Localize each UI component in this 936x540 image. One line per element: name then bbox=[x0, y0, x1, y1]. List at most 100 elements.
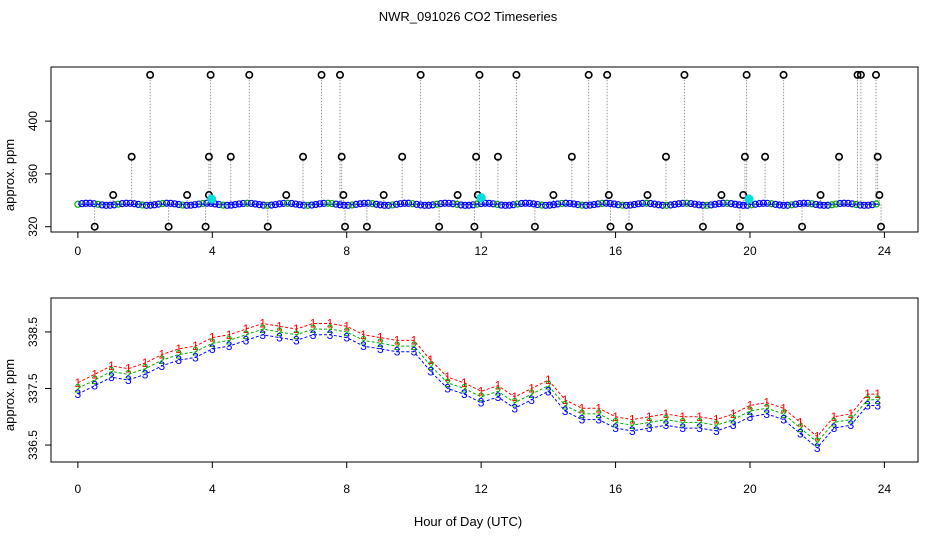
top-baseline-point bbox=[227, 201, 235, 209]
top-baseline-point bbox=[98, 201, 106, 209]
bottom-series-point: 1 bbox=[562, 393, 569, 407]
bottom-series-point: 1 bbox=[327, 316, 334, 330]
top-baseline-point bbox=[473, 200, 481, 208]
bottom-series-point: 3 bbox=[747, 410, 754, 424]
top-outlier-point bbox=[735, 222, 744, 231]
top-baseline-point bbox=[654, 201, 663, 209]
top-baseline-point bbox=[715, 200, 723, 208]
bottom-series-point: 2 bbox=[343, 325, 350, 339]
top-baseline-point bbox=[562, 199, 570, 207]
top-outlier-point bbox=[835, 152, 844, 161]
bottom-series-point: 2 bbox=[142, 362, 149, 376]
bottom-series-point: 2 bbox=[192, 345, 199, 359]
top-baseline-point bbox=[247, 199, 255, 208]
top-baseline-point bbox=[820, 201, 828, 209]
x-axis-label: Hour of Day (UTC) bbox=[413, 514, 523, 529]
bottom-series-point: 1 bbox=[142, 356, 149, 370]
top-baseline-point bbox=[388, 201, 397, 209]
top-baseline-point bbox=[800, 199, 808, 207]
bottom-series-point: 3 bbox=[75, 387, 82, 401]
bottom-series-point: 2 bbox=[874, 393, 881, 407]
bottom-series-point: 3 bbox=[259, 328, 266, 342]
top-outlier-point bbox=[282, 191, 291, 200]
bottom-series-point: 3 bbox=[293, 333, 300, 347]
top-x-tick-label: 4 bbox=[209, 244, 216, 258]
bottom-series-point: 1 bbox=[763, 396, 770, 410]
top-baseline-point bbox=[352, 200, 360, 208]
top-baseline-point bbox=[324, 199, 332, 207]
bottom-series-point: 1 bbox=[874, 387, 881, 401]
top-outlier-point bbox=[643, 191, 652, 200]
top-outlier-point bbox=[853, 70, 862, 79]
top-baseline-point bbox=[271, 200, 280, 209]
top-baseline-point bbox=[429, 201, 437, 209]
top-baseline-point bbox=[179, 201, 187, 209]
bottom-series-point: 1 bbox=[108, 359, 115, 373]
bottom-series-point: 2 bbox=[595, 407, 602, 421]
top-baseline-point bbox=[606, 199, 614, 208]
top-baseline-point bbox=[158, 199, 167, 208]
top-x-tick-label: 20 bbox=[743, 244, 757, 258]
bottom-series-point: 2 bbox=[175, 348, 182, 362]
top-x-tick-label: 8 bbox=[343, 244, 350, 258]
top-outlier-point bbox=[339, 191, 348, 200]
top-baseline-point bbox=[102, 201, 110, 209]
top-outlier-point bbox=[603, 70, 612, 79]
bottom-series-point: 1 bbox=[125, 362, 132, 376]
top-baseline-point bbox=[763, 199, 772, 207]
top-outlier-point bbox=[470, 222, 479, 231]
top-outlier-points bbox=[90, 70, 886, 231]
top-baseline-point bbox=[356, 200, 364, 208]
top-baseline-point bbox=[328, 199, 336, 208]
bottom-series-point: 3 bbox=[377, 342, 384, 356]
top-baseline-point bbox=[392, 200, 401, 208]
top-baseline-point bbox=[594, 200, 602, 208]
bottom-series-point: 3 bbox=[864, 398, 871, 412]
bottom-series-point: 2 bbox=[327, 322, 334, 336]
top-baseline-point bbox=[481, 199, 489, 207]
top-baseline-point bbox=[840, 199, 848, 207]
top-baseline-point bbox=[82, 199, 90, 207]
bottom-series-point: 3 bbox=[814, 441, 821, 455]
top-baseline-point bbox=[304, 201, 312, 209]
top-outlier-point bbox=[779, 70, 788, 79]
bottom-y-tick-label: 338.5 bbox=[26, 317, 40, 347]
top-baseline-point bbox=[312, 200, 320, 209]
top-baseline-point bbox=[679, 199, 687, 207]
bottom-series-point: 1 bbox=[495, 379, 502, 393]
top-baseline-point bbox=[167, 199, 175, 207]
top-baseline-point bbox=[191, 201, 199, 209]
top-baseline-point bbox=[505, 201, 513, 209]
top-baseline-point bbox=[421, 201, 429, 209]
bottom-series-point: 2 bbox=[310, 322, 317, 336]
top-baseline-point bbox=[872, 200, 880, 208]
bottom-x-tick-label: 8 bbox=[343, 482, 350, 496]
top-baseline-point bbox=[465, 201, 473, 209]
bottom-series-point: 3 bbox=[780, 413, 787, 427]
top-outlier-point bbox=[127, 152, 136, 161]
bottom-series-point: 1 bbox=[293, 322, 300, 336]
top-baseline-point bbox=[231, 201, 239, 209]
top-baseline-point bbox=[646, 199, 655, 208]
top-outlier-point bbox=[604, 191, 613, 200]
bottom-x-axis: 0 4 8 12 16 20 24 bbox=[75, 462, 891, 496]
top-baseline-point bbox=[759, 199, 768, 207]
top-baseline-point bbox=[546, 201, 554, 209]
bottom-series-point: 3 bbox=[847, 418, 854, 432]
bottom-x-tick-label: 4 bbox=[209, 482, 216, 496]
top-baseline-point bbox=[203, 199, 211, 207]
top-y-tick-label: 400 bbox=[26, 111, 40, 131]
top-outlier-point bbox=[435, 222, 444, 231]
top-outlier-point bbox=[549, 191, 558, 200]
top-baseline-point bbox=[570, 200, 578, 208]
bottom-series-point: 1 bbox=[276, 319, 283, 333]
top-baseline-point bbox=[687, 199, 695, 208]
top-baseline-point bbox=[542, 201, 550, 209]
top-outlier-point bbox=[206, 70, 215, 79]
top-baseline-point bbox=[614, 201, 622, 209]
bottom-series-point: 2 bbox=[411, 339, 418, 353]
bottom-series-point: 2 bbox=[713, 418, 720, 432]
top-baseline-point bbox=[751, 200, 759, 208]
top-baseline-point bbox=[663, 201, 671, 209]
bottom-series-point: 1 bbox=[831, 410, 838, 424]
